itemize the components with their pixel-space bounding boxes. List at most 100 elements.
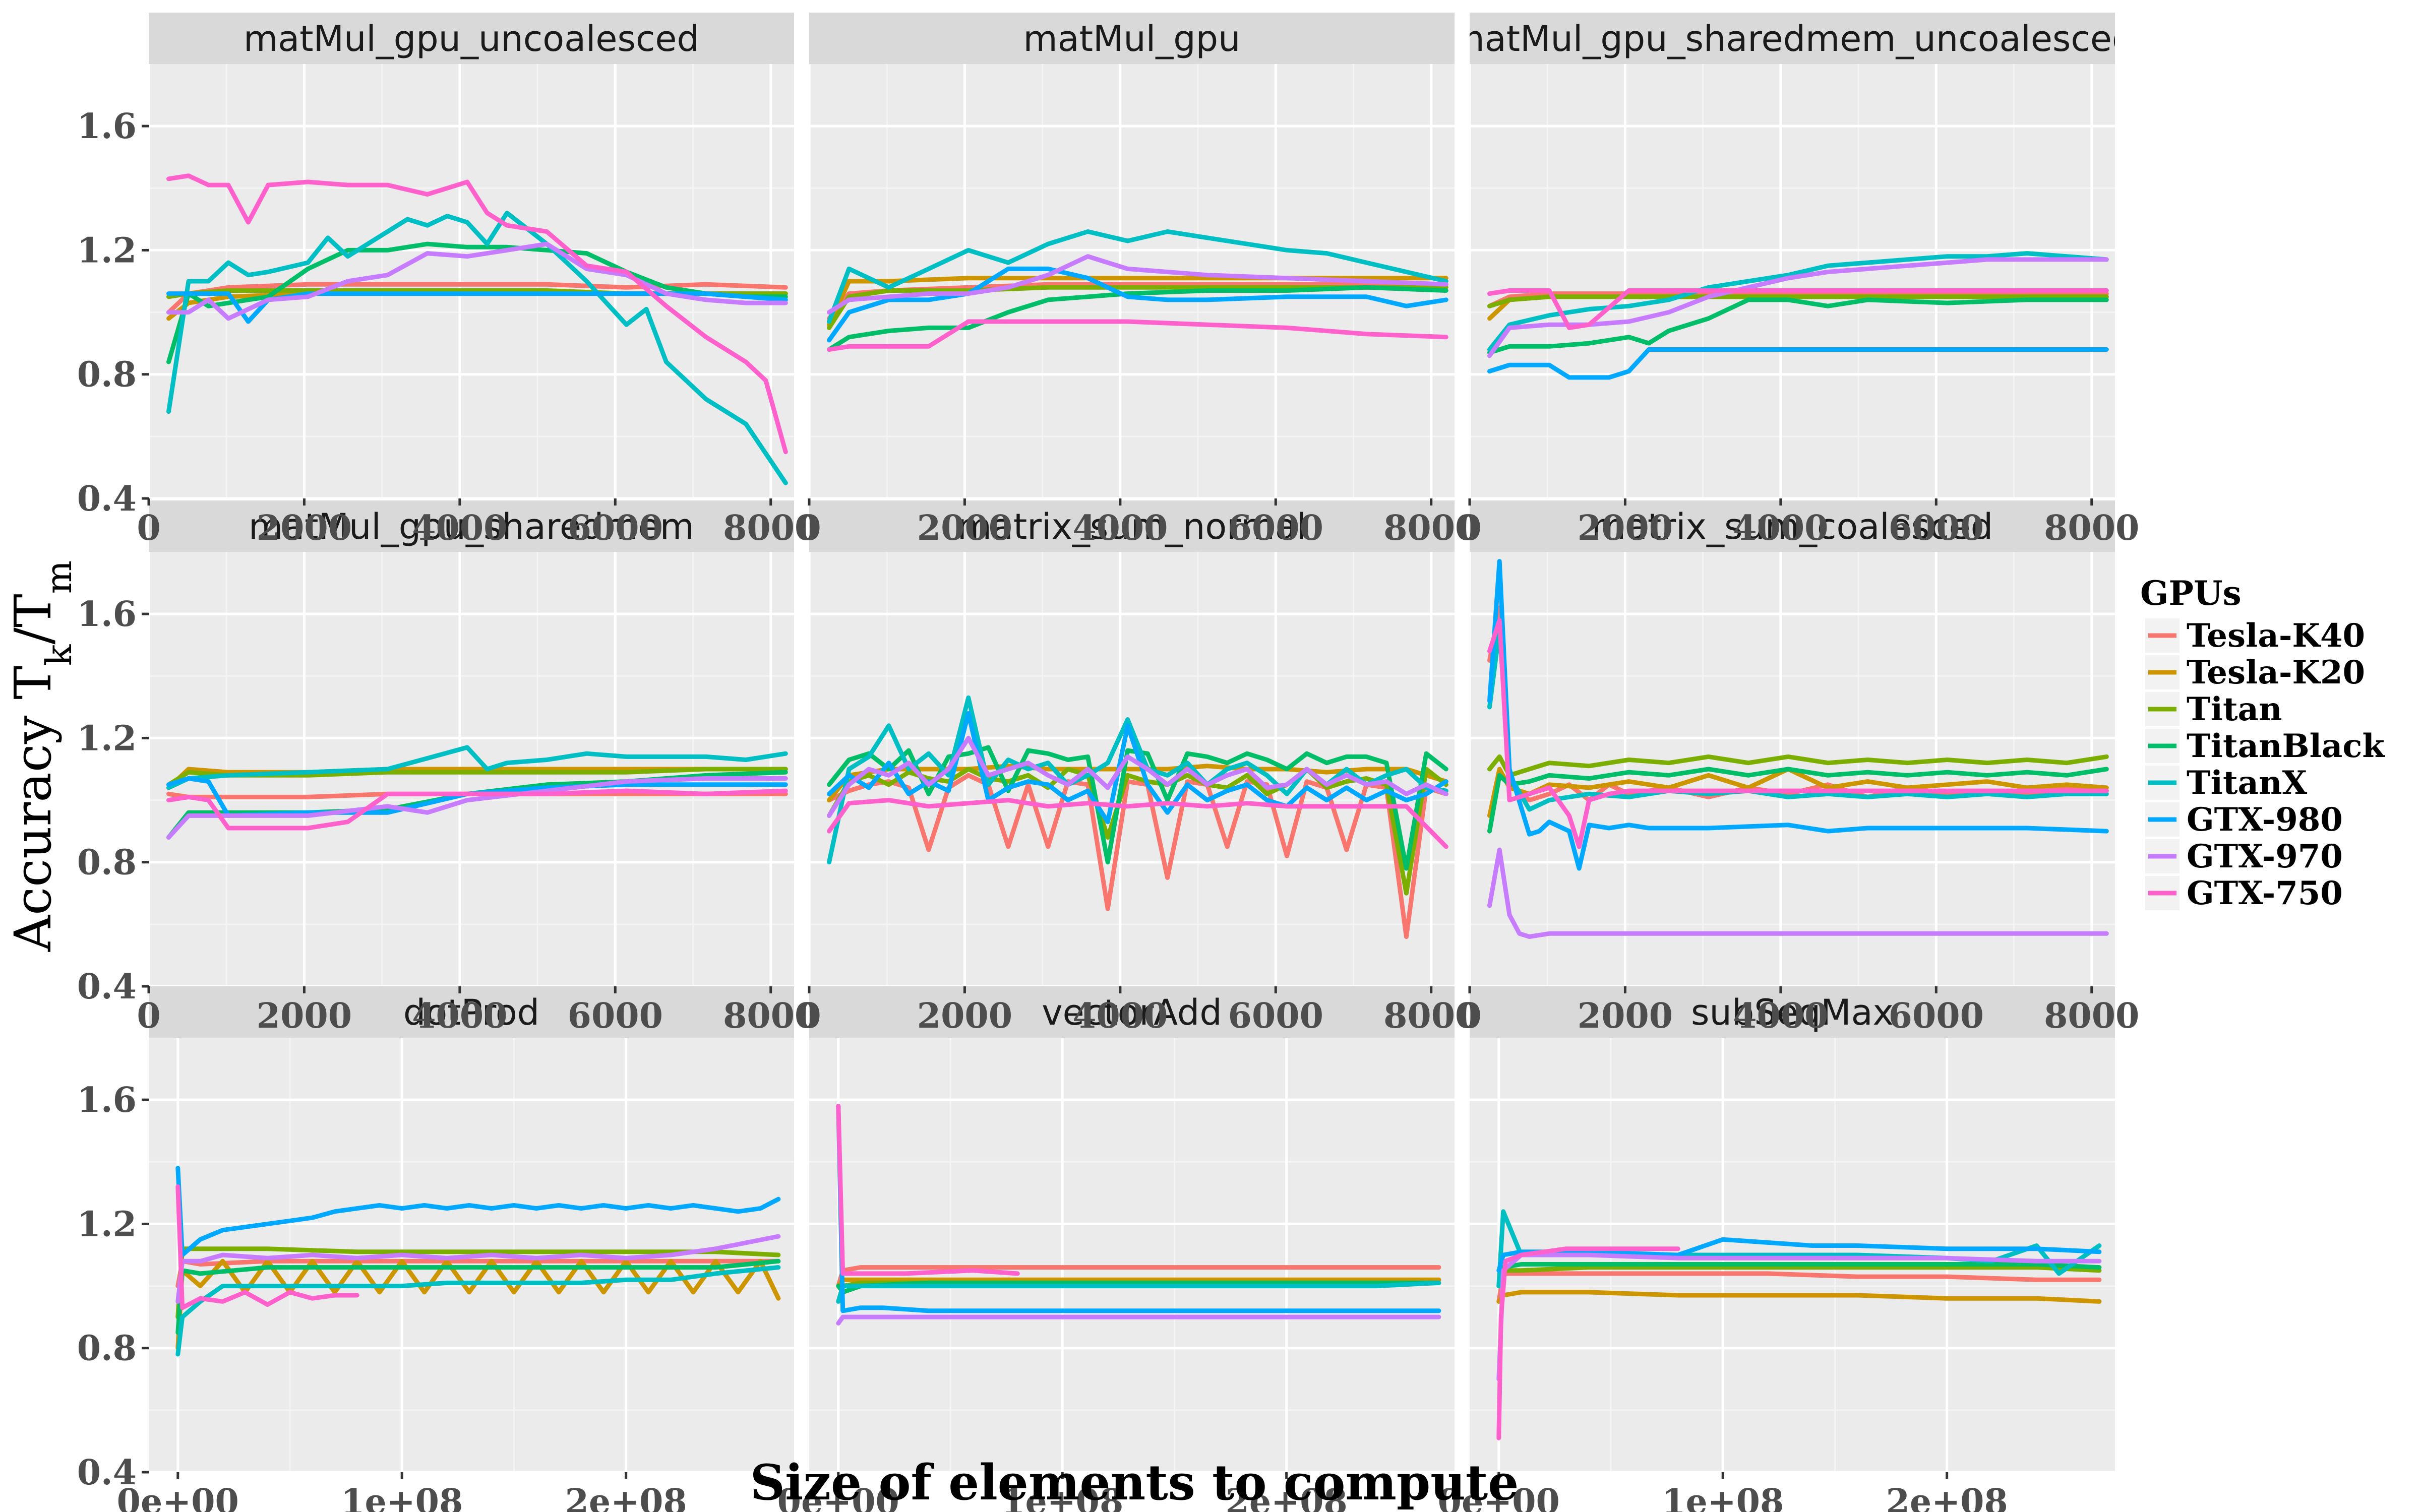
series-line-titanblack bbox=[1487, 767, 2109, 834]
y-tick-label: 1.2 bbox=[77, 718, 137, 759]
facet-panel-matrix-sum-coalesced: matrix_sum_coalesced bbox=[1468, 500, 2115, 988]
series-line-titanx bbox=[166, 211, 788, 485]
facet-strip-matrix-sum-coalesced bbox=[1470, 500, 2115, 552]
y-tick-label: 0.4 bbox=[77, 479, 137, 519]
facet-panel-vectoradd: vectorAdd bbox=[809, 986, 1455, 1474]
series-line-titanblack bbox=[166, 241, 788, 364]
series-line-titan bbox=[827, 767, 1448, 896]
series-line-gtx-970 bbox=[1496, 1252, 2102, 1381]
series-line-tesla-k40 bbox=[1496, 1271, 2102, 1304]
facet-title-vectoradd: vectorAdd bbox=[1042, 992, 1222, 1033]
series-line-titan bbox=[1487, 294, 2109, 308]
x-tick-label: 6000 bbox=[1228, 508, 1323, 548]
x-tick-label: 6000 bbox=[1889, 508, 1984, 548]
gridlines bbox=[808, 64, 1455, 500]
series-group bbox=[827, 229, 1448, 352]
gridlines bbox=[809, 1038, 1455, 1474]
series-line-titan bbox=[166, 767, 788, 787]
x-tick-label: 2e+08 bbox=[565, 1482, 687, 1512]
legend-item-tesla-k40: Tesla-K40 bbox=[2145, 617, 2365, 655]
legend-item-gtx-980: GTX-980 bbox=[2145, 801, 2343, 839]
series-line-gtx-980 bbox=[166, 776, 788, 818]
x-tick-label: 4000 bbox=[1733, 508, 1828, 548]
facet-strip-matmul-gpu-uncoalesced bbox=[149, 13, 794, 64]
facet-panel-subseqmax: subSeqMax bbox=[1470, 986, 2115, 1474]
facet-title-matrix-sum-normal: matrix_sum_normal bbox=[957, 506, 1306, 547]
series-line-titanx bbox=[827, 695, 1448, 865]
series-line-tesla-k40 bbox=[827, 773, 1448, 939]
series-line-titanx bbox=[175, 1265, 781, 1357]
facet-panel-matmul-gpu-sharedmem-uncoalesced: matMul_gpu_sharedmem_uncoalesced bbox=[1468, 13, 2115, 500]
facet-title-matmul-gpu: matMul_gpu bbox=[1023, 18, 1241, 59]
facet-panel-matrix-sum-normal: matrix_sum_normal bbox=[808, 500, 1455, 988]
series-group bbox=[166, 745, 788, 840]
x-tick-label: 6000 bbox=[568, 996, 663, 1036]
y-axis-title-sub1: k bbox=[38, 644, 80, 666]
x-tick-label: 4000 bbox=[1733, 996, 1828, 1036]
x-tick-label: 1e+08 bbox=[1001, 1482, 1123, 1512]
facet-strip-matmul-gpu-sharedmem-uncoalesced bbox=[1470, 13, 2115, 64]
facet-title-dotprod: dotProd bbox=[403, 992, 539, 1033]
x-tick-label: 0 bbox=[797, 508, 821, 548]
legend-label: TitanX bbox=[2187, 764, 2308, 802]
x-tick-label: 0 bbox=[137, 508, 160, 548]
x-tick-label: 6000 bbox=[568, 508, 663, 548]
x-tick-label: 2e+08 bbox=[1886, 1482, 2008, 1512]
x-tick-label: 2000 bbox=[917, 508, 1012, 548]
series-line-titanx bbox=[836, 1280, 1441, 1304]
series-line-gtx-980 bbox=[175, 1166, 781, 1257]
x-tick-label: 2e+08 bbox=[1226, 1482, 1348, 1512]
y-axis-title-sep: /T bbox=[4, 594, 63, 644]
series-line-gtx-750 bbox=[836, 1104, 1020, 1276]
series-group bbox=[836, 1104, 1441, 1326]
series-line-titan bbox=[1496, 1265, 2102, 1289]
x-tick-label: 1e+08 bbox=[341, 1482, 463, 1512]
series-group bbox=[1487, 559, 2109, 939]
y-tick-label: 1.6 bbox=[77, 106, 137, 147]
series-line-gtx-980 bbox=[1487, 347, 2109, 380]
legend-item-gtx-750: GTX-750 bbox=[2145, 874, 2343, 912]
legend-label: Tesla-K40 bbox=[2187, 617, 2365, 655]
x-tick-label: 8000 bbox=[723, 996, 818, 1036]
y-tick-label: 0.4 bbox=[77, 967, 137, 1007]
series-line-gtx-750 bbox=[1487, 288, 2109, 330]
series-line-gtx-750 bbox=[827, 798, 1448, 849]
x-tick-label: 4000 bbox=[412, 508, 507, 548]
series-line-titanx bbox=[166, 745, 788, 790]
series-line-titanblack bbox=[1487, 297, 2109, 355]
facet-strip-matmul-gpu-sharedmem bbox=[149, 500, 794, 552]
legend-item-tesla-k20: Tesla-K20 bbox=[2145, 654, 2365, 691]
x-tick-label: 0e+00 bbox=[777, 1482, 899, 1512]
x-tick-label: 0 bbox=[797, 996, 821, 1036]
legend-label: GTX-970 bbox=[2187, 838, 2343, 875]
y-tick-label: 1.6 bbox=[77, 1080, 137, 1120]
y-tick-label: 0.8 bbox=[77, 355, 137, 395]
series-line-gtx-750 bbox=[175, 1184, 359, 1310]
y-tick-label: 0.8 bbox=[77, 843, 137, 883]
gridlines bbox=[147, 64, 794, 500]
series-group bbox=[166, 173, 788, 485]
x-tick-label: 8000 bbox=[723, 508, 818, 548]
series-line-gtx-970 bbox=[827, 254, 1448, 315]
x-tick-label: 0 bbox=[137, 996, 160, 1036]
facet-panel-matmul-gpu-sharedmem: matMul_gpu_sharedmem bbox=[147, 500, 794, 988]
x-tick-label: 6000 bbox=[1889, 996, 1984, 1036]
series-line-gtx-750 bbox=[1496, 1246, 1680, 1440]
x-tick-label: 0e+00 bbox=[117, 1482, 239, 1512]
x-tick-label: 0 bbox=[1458, 508, 1481, 548]
x-tick-label: 0 bbox=[1458, 996, 1481, 1036]
x-tick-label: 4000 bbox=[412, 996, 507, 1036]
series-line-gtx-980 bbox=[836, 1104, 1441, 1313]
x-tick-label: 2000 bbox=[257, 996, 352, 1036]
series-line-gtx-980 bbox=[166, 291, 788, 324]
y-tick-label: 1.2 bbox=[77, 1204, 137, 1244]
facet-title-matmul-gpu-uncoalesced: matMul_gpu_uncoalesced bbox=[244, 18, 699, 59]
y-tick-label: 0.4 bbox=[77, 1453, 137, 1493]
facet-title-subseqmax: subSeqMax bbox=[1691, 992, 1894, 1033]
series-line-gtx-980 bbox=[827, 266, 1448, 343]
x-tick-label: 8000 bbox=[2044, 508, 2139, 548]
series-group bbox=[1487, 251, 2109, 380]
series-line-tesla-k20 bbox=[1496, 1290, 2102, 1304]
series-group bbox=[175, 1166, 781, 1357]
series-line-gtx-970 bbox=[1487, 847, 2109, 939]
